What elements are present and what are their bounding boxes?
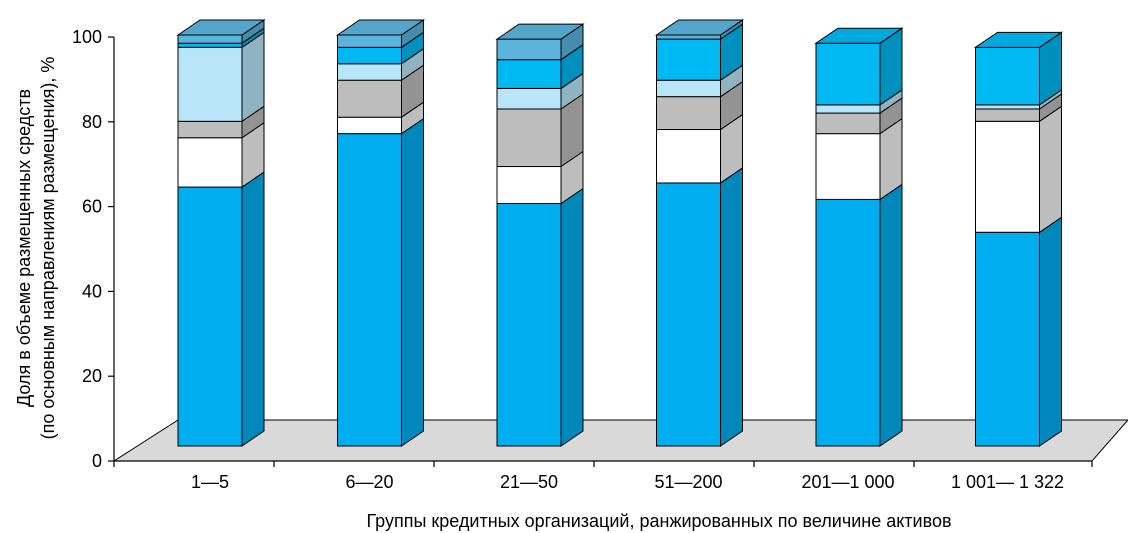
bar-segment-front: [975, 120, 1040, 233]
bar-segment: [975, 216, 1062, 447]
bar-segment-front: [177, 34, 243, 44]
bar-segment-front: [496, 38, 562, 61]
bar-segment-front: [656, 34, 721, 40]
bar-segment-side: [560, 187, 584, 447]
bar-segment: [337, 117, 424, 447]
bar-segment-front: [177, 42, 243, 48]
bar-segment: [337, 31, 424, 65]
x-tick-label: 51—200: [654, 472, 722, 492]
y-tick-label: 60: [82, 197, 102, 217]
bar-segment: [656, 113, 743, 184]
bar-stack: [176, 19, 266, 447]
bar-segment-front: [337, 116, 402, 135]
bar-top: [654, 19, 745, 36]
bar-segment-front: [496, 59, 562, 89]
bar-stack: [814, 27, 904, 447]
bar-segment: [656, 64, 743, 98]
y-tick-label: 100: [72, 27, 102, 47]
bar-stack: [654, 19, 745, 447]
bar-segment-front: [656, 38, 721, 81]
bar-segment-side: [879, 183, 903, 447]
bar-segment: [177, 31, 265, 123]
bar-segment-side: [401, 117, 424, 447]
bar-top: [176, 19, 266, 36]
bar-segment-front: [496, 166, 562, 205]
x-tick-label: 21—50: [500, 472, 558, 492]
bar-top: [335, 19, 426, 36]
bar-segment-side: [1039, 105, 1062, 234]
bar-stack: [973, 31, 1064, 447]
bar-segment: [337, 64, 424, 119]
bar-segment: [975, 31, 1062, 106]
bar-segment-side: [241, 171, 265, 447]
bar-segment-front: [975, 108, 1040, 122]
bar-segment-front: [496, 108, 562, 168]
bar-segment-front: [815, 42, 881, 106]
bar-segment-front: [656, 79, 721, 98]
y-axis-title: Доля в объеме размещенных средств (по ос…: [14, 57, 58, 440]
y-axis-title-line-2: (по основным направлениям размещения), %: [38, 57, 58, 440]
bar-segment: [337, 101, 424, 135]
y-tick-label: 40: [82, 281, 102, 301]
bar-segment-front: [177, 186, 243, 447]
y-axis-title-line-1: Доля в объеме размещенных средств: [14, 89, 34, 407]
x-tick-label: 6—20: [345, 472, 393, 492]
x-tick-label: 1 001— 1 322: [951, 472, 1064, 492]
y-tick-label: 20: [82, 366, 102, 386]
bar-segment: [496, 43, 584, 90]
x-axis-ticks: 1—5 6—20 21—50 51—200 201—1 000 1 001— 1 322: [113, 461, 1093, 492]
bar-segment-front: [337, 34, 402, 48]
bar-stack: [335, 19, 426, 447]
bar-segment: [337, 19, 424, 49]
bar-segment: [177, 121, 265, 189]
bar-segment-side: [720, 167, 743, 447]
bar-segment-front: [656, 96, 721, 131]
bar-segment-front: [177, 137, 243, 188]
bar-segment-front: [815, 198, 881, 447]
bar-segment: [496, 187, 584, 447]
bar-segment-front: [496, 203, 562, 447]
bar-top: [973, 31, 1064, 48]
bar-top: [814, 27, 904, 44]
bar-segment: [656, 167, 743, 447]
y-axis-ticks: 0 20 40 60 80 100: [72, 27, 114, 471]
bar-segment-front: [337, 63, 402, 81]
x-tick-label: 1—5: [191, 472, 229, 492]
bar-segment: [975, 93, 1062, 123]
bar-segment: [815, 183, 903, 447]
bar-segment: [177, 171, 265, 447]
bar-segment-front: [815, 133, 881, 200]
bar-segment-front: [975, 46, 1040, 106]
bar-segment: [975, 105, 1062, 234]
bar-segment-front: [337, 79, 402, 118]
bars-group: [176, 19, 1064, 447]
bar-segment-front: [975, 104, 1040, 110]
bar-segment-front: [656, 182, 721, 447]
bar-stack: [495, 23, 585, 447]
bar-segment: [656, 80, 743, 131]
bar-segment-front: [815, 112, 881, 135]
bar-segment-front: [177, 120, 243, 139]
bar-segment-front: [337, 133, 402, 447]
bar-segment-front: [337, 46, 402, 65]
bar-segment-front: [815, 104, 881, 114]
x-tick-label: 201—1 000: [801, 472, 894, 492]
bar-segment-front: [975, 231, 1040, 447]
y-tick-label: 80: [82, 112, 102, 132]
bar-segment: [496, 72, 584, 110]
bar-top: [495, 23, 585, 40]
bar-segment-front: [177, 46, 243, 122]
y-tick-label: 0: [92, 451, 102, 471]
bar-segment: [815, 117, 903, 201]
bar-segment-front: [656, 129, 721, 184]
bar-segment: [496, 150, 584, 205]
bar-segment-front: [496, 87, 562, 110]
bar-segment-side: [1039, 216, 1062, 447]
x-axis-title: Группы кредитных организаций, ранжирован…: [366, 511, 951, 531]
